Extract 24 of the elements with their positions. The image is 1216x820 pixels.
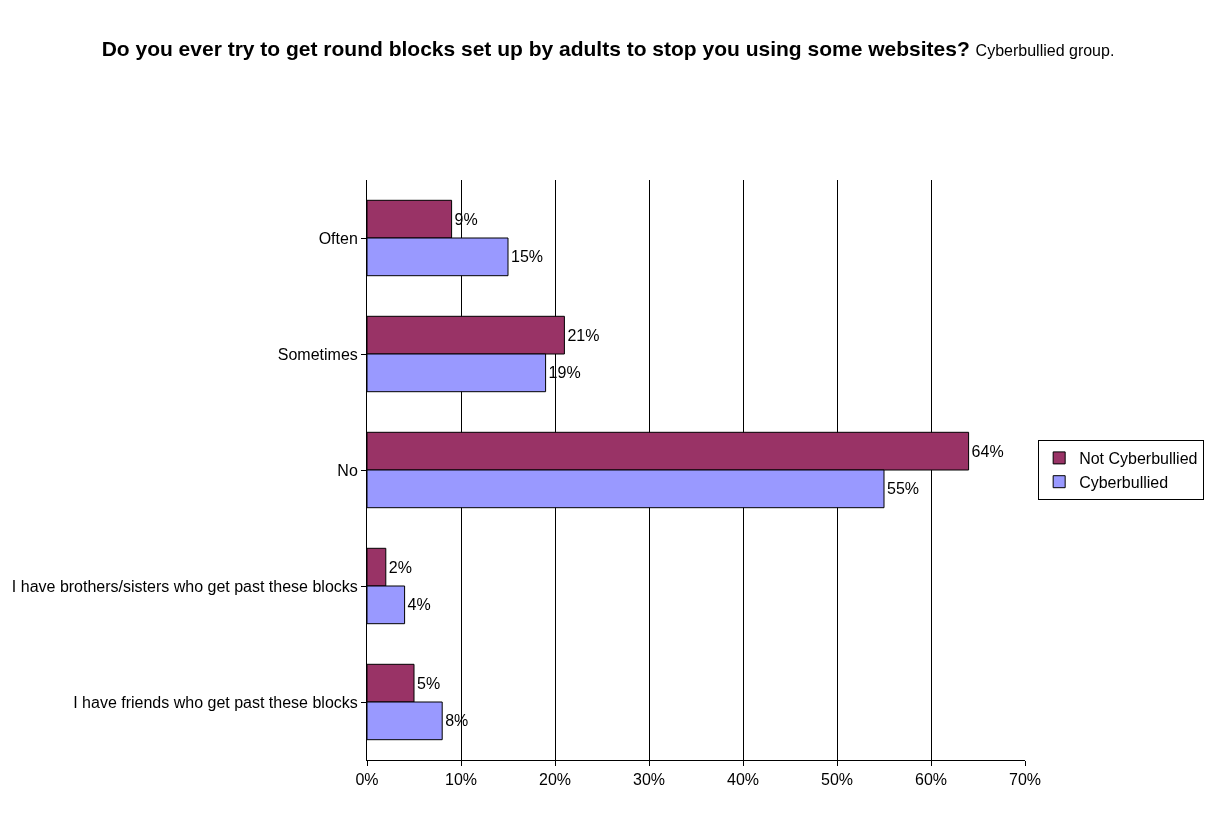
data-label: 55% [887,480,920,498]
x-tick-label: 10% [444,771,478,789]
legend-label: Not Cyberbullied [1079,450,1198,468]
x-tick-label: 70% [1008,771,1042,789]
data-label: 64% [971,442,1004,460]
data-label: 21% [567,326,600,344]
y-tick-label: No [337,461,358,479]
y-tick-label: Sometimes [277,345,358,363]
chart-title: Do you ever try to get round blocks set up by adults to stop you using some websites? [101,36,970,60]
data-label: 4% [407,596,431,614]
data-label: 15% [511,248,544,266]
x-tick-label: 50% [820,771,854,789]
x-tick-label: 20% [538,771,572,789]
x-tick-label: 30% [632,771,666,789]
x-tick-label: 0% [355,771,379,789]
legend-label: Cyberbullied [1079,473,1169,491]
y-tick-label: I have brothers/sisters who get past these blocks [11,577,358,595]
data-label: 5% [417,674,441,692]
y-tick-label: I have friends who get past these blocks [73,693,358,711]
x-tick-label: 40% [726,771,760,789]
y-tick-label: Often [318,229,358,247]
data-label: 2% [388,558,412,576]
x-tick-label: 60% [914,771,948,789]
chart-subtitle: Cyberbullied group. [975,41,1115,59]
